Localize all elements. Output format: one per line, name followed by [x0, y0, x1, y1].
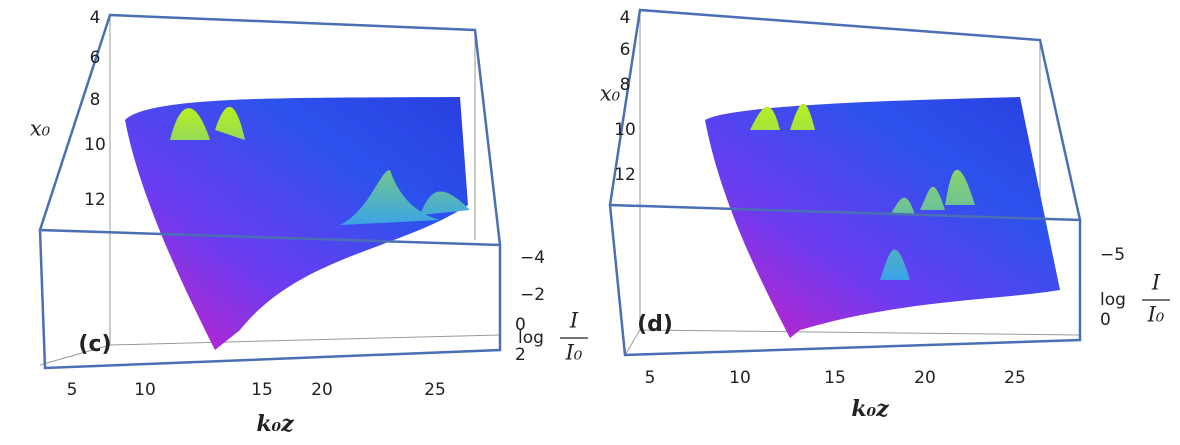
- log-numerator: I: [569, 309, 579, 333]
- log-axis-label: log: [518, 328, 544, 348]
- kz-tick-label: 5: [645, 368, 656, 388]
- log-tick-label: 0: [515, 315, 526, 335]
- log-tick-label: −5: [1100, 245, 1125, 265]
- panel-d-plot: [608, 8, 1082, 357]
- log-tick-label: 0: [1100, 310, 1111, 330]
- x0-tick-label: 12: [614, 165, 636, 185]
- panel-c-plot: [38, 13, 502, 370]
- kz-tick-label: 10: [134, 380, 156, 400]
- log-denominator: I₀: [565, 341, 583, 365]
- x0-axis-label: x₀: [600, 82, 621, 106]
- x0-tick-label: 10: [84, 135, 106, 155]
- kz-axis-label: k₀z: [851, 396, 889, 422]
- panel-label: (d): [637, 312, 673, 337]
- kz-tick-label: 10: [729, 368, 751, 388]
- x0-tick-label: 8: [620, 75, 631, 95]
- x0-axis-label: x₀: [30, 117, 51, 141]
- log-tick-label: 2: [515, 345, 526, 365]
- kz-tick-label: 25: [1004, 368, 1026, 388]
- x0-tick-label: 4: [90, 8, 101, 28]
- x0-tick-label: 6: [620, 40, 631, 60]
- log-tick-label: −2: [520, 285, 545, 305]
- log-denominator: I₀: [1147, 303, 1165, 327]
- kz-tick-label: 20: [914, 368, 936, 388]
- x0-tick-label: 8: [90, 90, 101, 110]
- kz-tick-label: 20: [311, 380, 333, 400]
- log-numerator: I: [1151, 271, 1161, 295]
- panel-label: (c): [78, 332, 111, 357]
- log-tick-label: −4: [520, 248, 545, 268]
- x0-tick-label: 12: [84, 190, 106, 210]
- x0-tick-label: 6: [90, 48, 101, 68]
- log-axis-label: log: [1100, 290, 1126, 310]
- kz-tick-label: 15: [251, 380, 273, 400]
- kz-tick-label: 15: [824, 368, 846, 388]
- kz-tick-label: 25: [424, 380, 446, 400]
- x0-tick-label: 4: [620, 8, 631, 28]
- kz-tick-label: 5: [67, 380, 78, 400]
- x0-tick-label: 10: [614, 120, 636, 140]
- kz-axis-label: k₀z: [256, 411, 294, 437]
